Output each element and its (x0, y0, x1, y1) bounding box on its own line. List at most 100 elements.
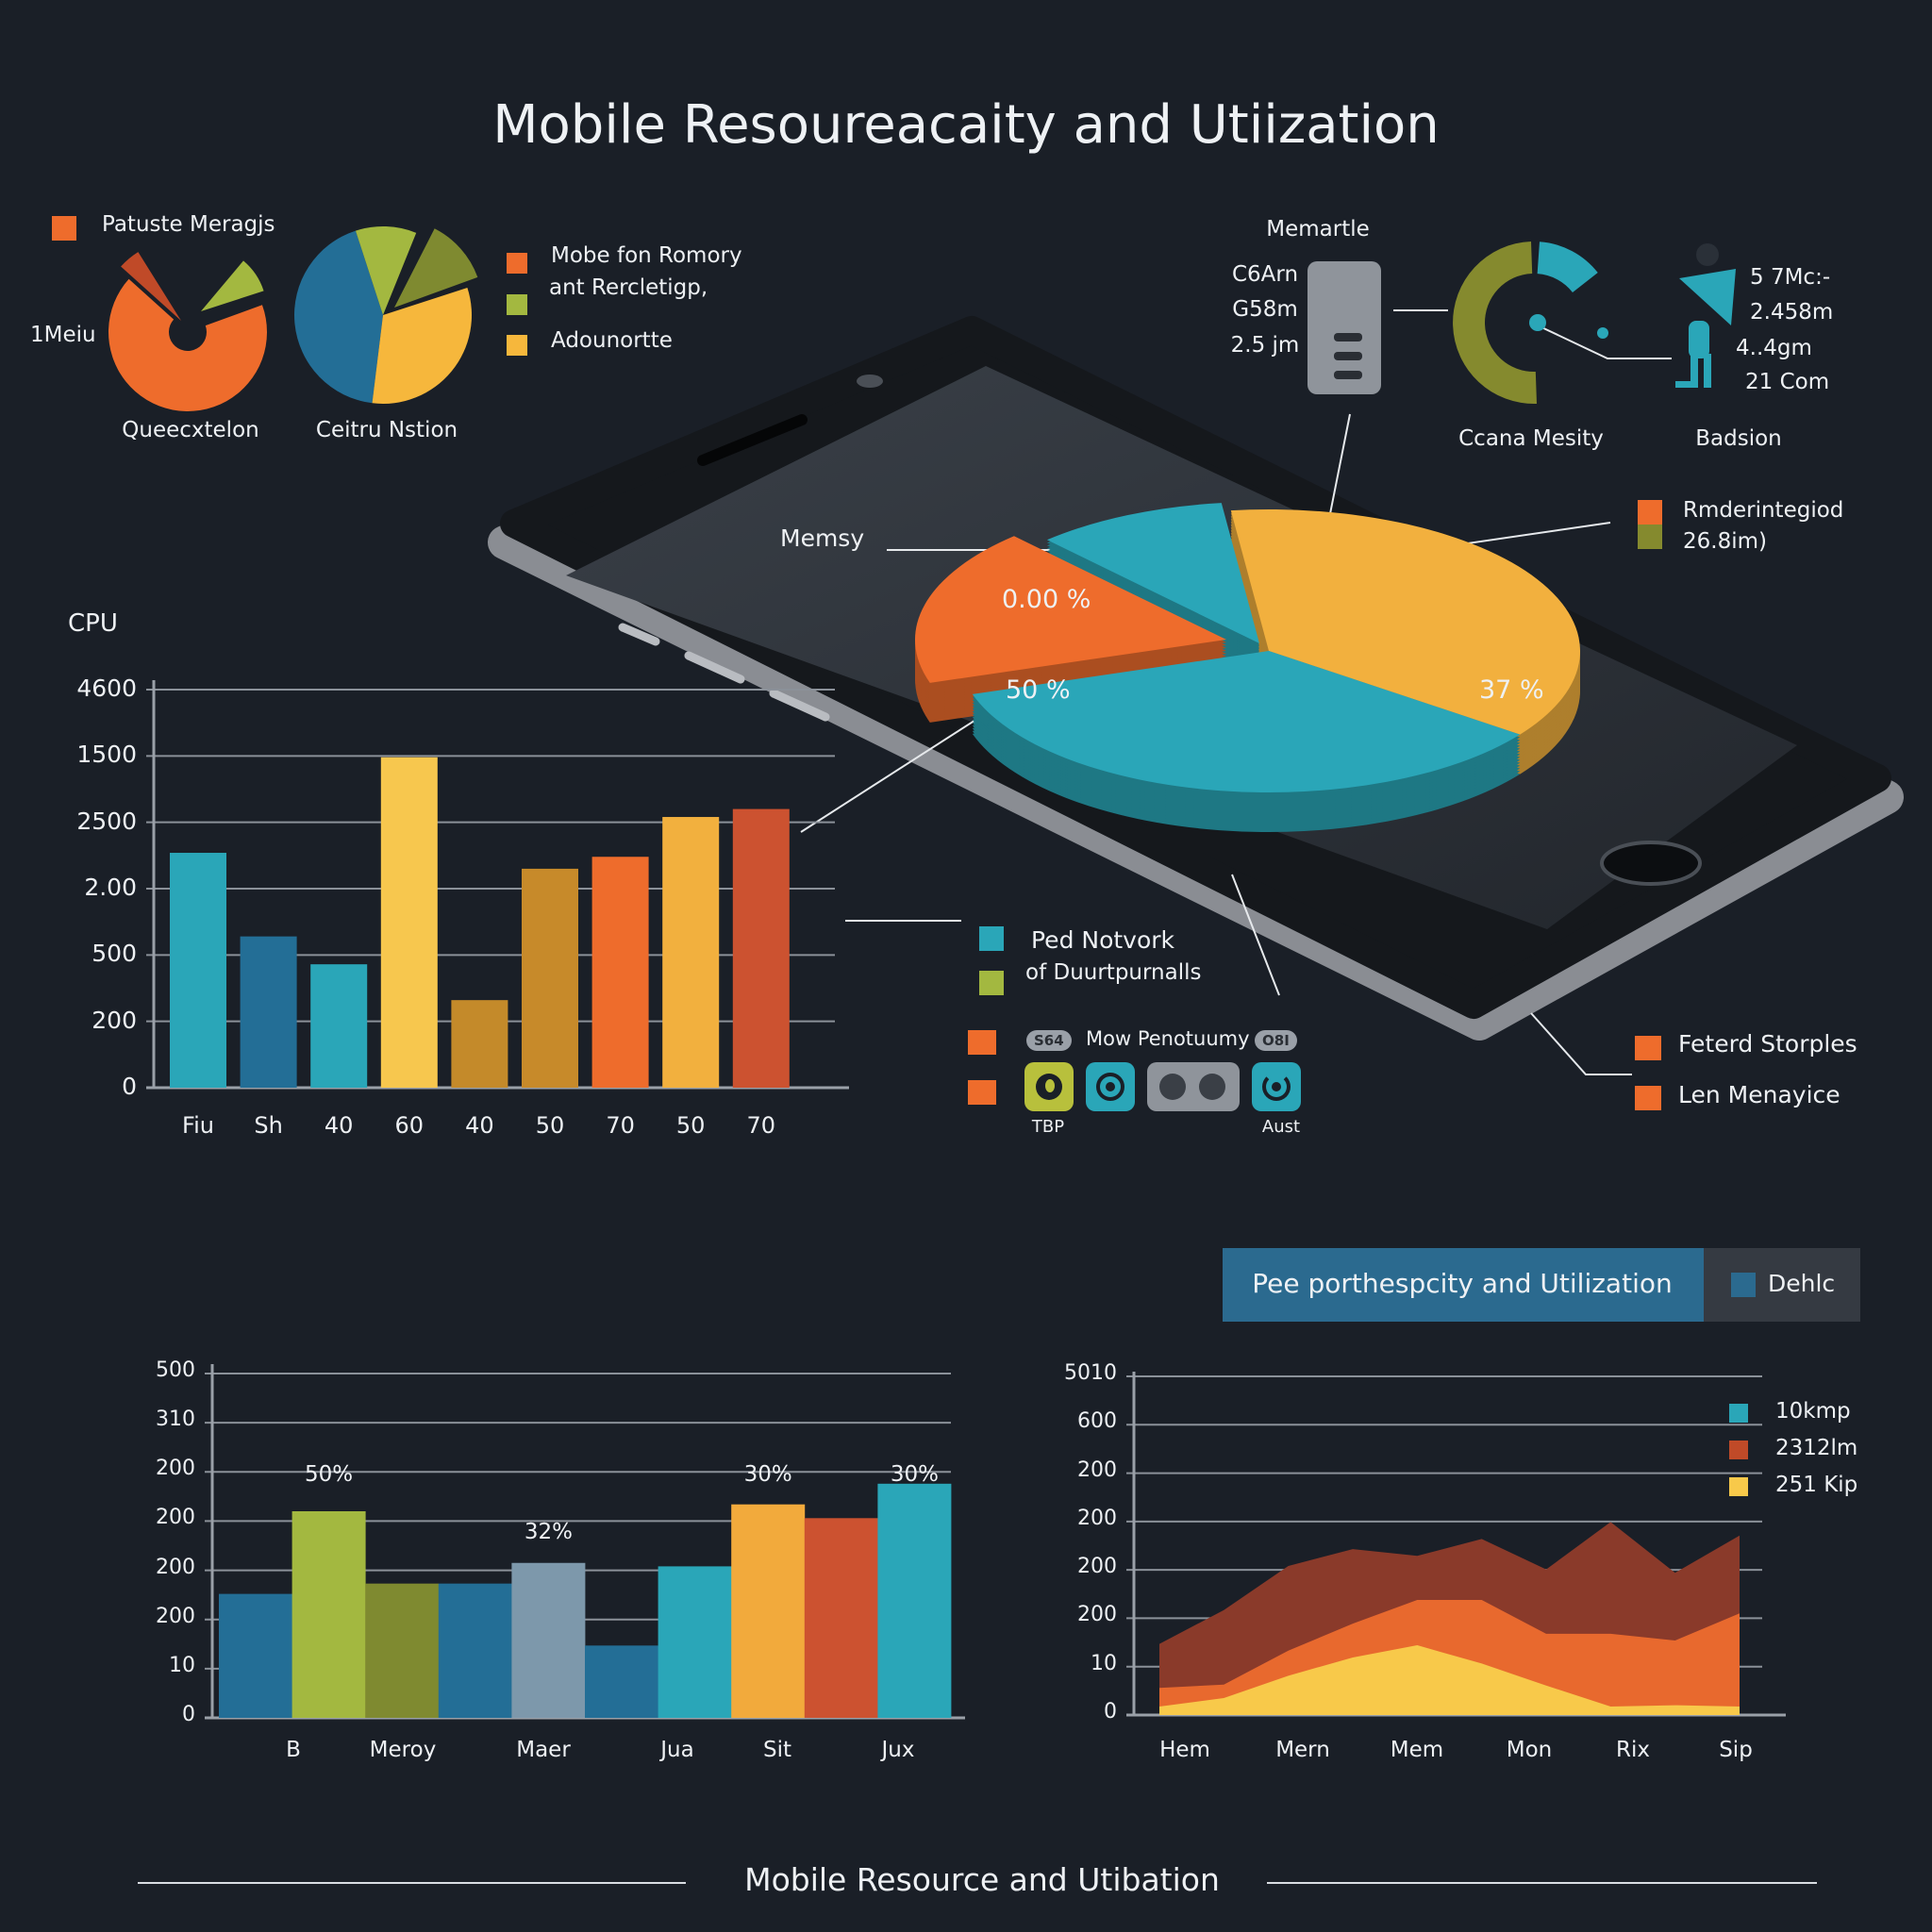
legend-swatch (979, 971, 1004, 995)
y-tick-label: 500 (156, 1358, 195, 1382)
x-tick-label: Hem (1159, 1738, 1210, 1762)
y-tick-label: 2.00 (84, 874, 137, 901)
legend-swatch (1635, 1086, 1661, 1110)
bar-data-label: 30% (743, 1462, 792, 1487)
toggle-icon[interactable] (1147, 1062, 1240, 1111)
status-pill: O8I (1255, 1030, 1297, 1051)
pie-slice (372, 287, 473, 404)
legend-swatch (968, 1080, 996, 1105)
donut-dot (1529, 314, 1546, 331)
bar (662, 817, 720, 1088)
x-tick-label: B (286, 1738, 301, 1762)
x-tick-label: Meroy (369, 1738, 437, 1762)
legend-swatch (507, 294, 527, 315)
pie-slice (1046, 503, 1259, 643)
pie-chart-3d (914, 503, 1580, 833)
bar (511, 1562, 586, 1718)
memory-device-slots (1334, 333, 1362, 379)
legend-item: ant Rercletigp, (549, 275, 708, 300)
legend-swatch (979, 926, 1004, 951)
y-tick-label: 10 (169, 1653, 195, 1677)
pie-data-label: 50 % (1006, 675, 1071, 705)
bar-data-label: 50% (305, 1462, 354, 1487)
bar (585, 1645, 658, 1718)
y-tick-label: 0 (1104, 1700, 1117, 1724)
divider (138, 1882, 686, 1884)
divider (1267, 1882, 1817, 1884)
figure-label: Badsion (1695, 426, 1782, 451)
legend-swatch (1731, 1273, 1756, 1297)
pie-slice (972, 651, 1521, 792)
x-tick-label: Maer (516, 1738, 571, 1762)
legend-swatch (1729, 1404, 1748, 1423)
y-tick-label: 200 (156, 1604, 195, 1628)
icons-row-label: Mow Penotuumy (1086, 1027, 1250, 1050)
donut-label: Queecxtelon (122, 418, 259, 442)
y-tick-label: 200 (156, 1506, 195, 1530)
bar (240, 936, 297, 1088)
legend-swatch (1638, 525, 1662, 549)
x-tick-label: Rix (1616, 1738, 1650, 1762)
legend-swatch (1635, 1036, 1661, 1060)
bottom-bar-chart (205, 1364, 965, 1720)
donut-slice (1453, 242, 1538, 404)
banner-legend (1704, 1248, 1860, 1322)
donut-slice (121, 252, 181, 321)
pie-slice (355, 226, 417, 315)
x-tick-label: 50 (535, 1112, 565, 1139)
bar (731, 1504, 806, 1718)
legend-swatch (968, 1030, 996, 1055)
icon-label: Aust (1261, 1117, 1301, 1137)
x-tick-label: Sip (1719, 1738, 1753, 1762)
pie-slice (394, 228, 478, 308)
y-axis-title: CPU (68, 609, 118, 638)
y-tick-label: 10 (1091, 1651, 1117, 1675)
x-tick-label: Sit (762, 1738, 792, 1762)
area-series (1159, 1645, 1740, 1715)
pie-slice (293, 230, 383, 404)
bar (522, 868, 578, 1088)
phone-side-button (618, 623, 660, 646)
memory-donut-label: Ccana Mesity (1458, 426, 1604, 451)
memory-value: C6Arn (1231, 262, 1299, 287)
legend-swatch (507, 335, 527, 356)
pie-slice (914, 536, 1226, 683)
legend-swatch (52, 216, 76, 241)
memory-donut-chart (1453, 242, 1608, 404)
x-tick-label: 60 (394, 1112, 425, 1139)
y-tick-label: 200 (156, 1555, 195, 1579)
bar (877, 1483, 952, 1718)
integrated-value: 26.8im) (1683, 529, 1767, 554)
legend-label: 10kmp (1775, 1399, 1851, 1424)
y-tick-label: 200 (1077, 1506, 1117, 1530)
donut-dot (1597, 327, 1608, 339)
y-tick-label: 0 (182, 1703, 195, 1726)
icon-label: TBP (1031, 1117, 1065, 1137)
y-tick-label: 200 (92, 1006, 137, 1034)
bar (804, 1518, 878, 1718)
bar-data-label: 32% (524, 1520, 573, 1544)
pie-label: Ceitru Nstion (315, 418, 458, 442)
footer-title: Mobile Resource and Utibation (744, 1861, 1220, 1898)
x-tick-label: 40 (465, 1112, 494, 1139)
refresh-icon[interactable] (1252, 1062, 1301, 1111)
gauge-icon[interactable] (1024, 1062, 1074, 1111)
small-donut-chart (108, 252, 267, 412)
bar (310, 964, 368, 1088)
legend-item: Len Menayice (1678, 1081, 1840, 1108)
bar (591, 857, 649, 1088)
legend-label: 251 Kip (1775, 1473, 1858, 1497)
x-tick-label: Mern (1275, 1738, 1330, 1762)
x-tick-label: Mem (1390, 1738, 1444, 1762)
bar (732, 808, 790, 1088)
memory-value: G58m (1232, 297, 1298, 322)
bar (380, 757, 438, 1088)
legend-label: 2312lm (1775, 1436, 1858, 1460)
x-tick-label: 40 (324, 1112, 354, 1139)
banner-legend-label: Dehlc (1768, 1270, 1836, 1297)
target-icon[interactable] (1086, 1062, 1135, 1111)
bottom-area-chart (1126, 1372, 1786, 1717)
y-tick-label: 0 (122, 1073, 137, 1100)
figure-value: 4..4gm (1736, 336, 1812, 360)
